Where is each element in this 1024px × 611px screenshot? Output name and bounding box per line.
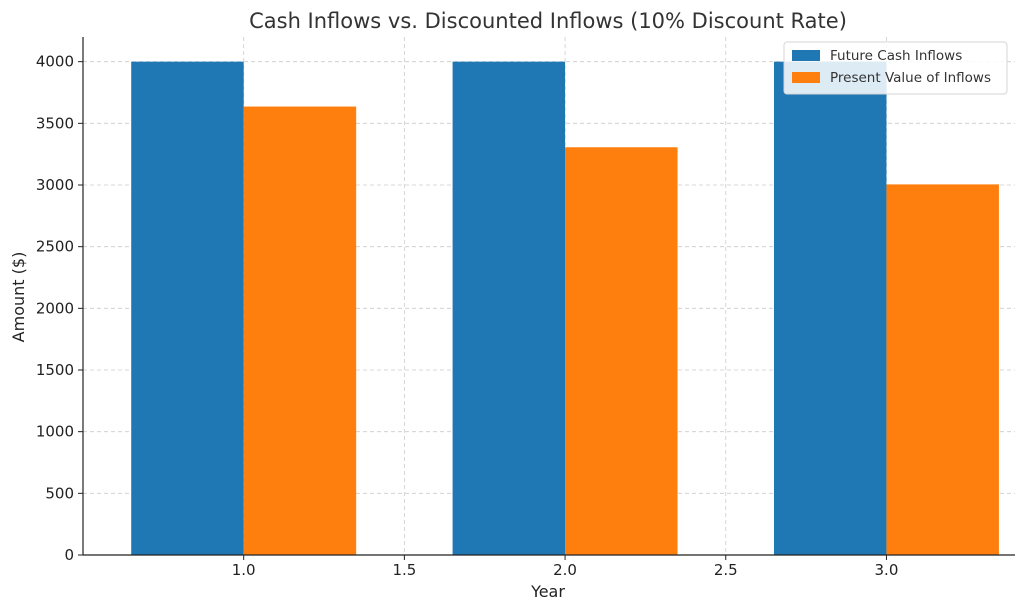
bar-future-cash <box>131 61 244 556</box>
y-tick-label: 2000 <box>36 299 74 317</box>
x-axis-title: Year <box>530 582 565 601</box>
y-tick-label: 0 <box>64 546 74 564</box>
tick-labels: 0 500 1000 1500 2000 2500 3000 3500 4000 1.0 1.5 2.… <box>36 53 899 579</box>
x-tick-label: 2.5 <box>714 561 738 579</box>
legend: Future Cash Inflows Present Value of Infl… <box>783 41 1008 95</box>
bar-present-value <box>565 147 678 555</box>
y-tick-label: 1500 <box>36 361 74 379</box>
y-tick-label: 4000 <box>36 53 74 71</box>
y-axis-title: Amount ($) <box>9 252 28 343</box>
bar-future-cash <box>452 61 566 556</box>
x-tick-label: 2.0 <box>553 561 577 579</box>
y-tick-label: 2500 <box>36 238 74 256</box>
x-tick-label: 1.0 <box>232 561 256 579</box>
x-tick-label: 3.0 <box>875 561 899 579</box>
bar-present-value <box>886 184 999 555</box>
y-tick-label: 3000 <box>36 176 74 194</box>
chart-title: Cash Inflows vs. Discounted Inflows (10%… <box>249 9 847 33</box>
legend-box <box>783 41 1008 95</box>
legend-label: Future Cash Inflows <box>830 48 962 64</box>
y-tick-label: 500 <box>45 484 74 502</box>
legend-swatch <box>792 50 820 61</box>
legend-swatch <box>792 72 820 83</box>
bar-future-cash <box>773 61 887 556</box>
bar-present-value <box>243 106 357 555</box>
legend-label: Present Value of Inflows <box>830 70 991 86</box>
axes <box>78 37 1015 560</box>
bars <box>131 61 999 556</box>
y-tick-label: 1000 <box>36 423 74 441</box>
y-tick-label: 3500 <box>36 114 74 132</box>
x-tick-label: 1.5 <box>392 561 416 579</box>
